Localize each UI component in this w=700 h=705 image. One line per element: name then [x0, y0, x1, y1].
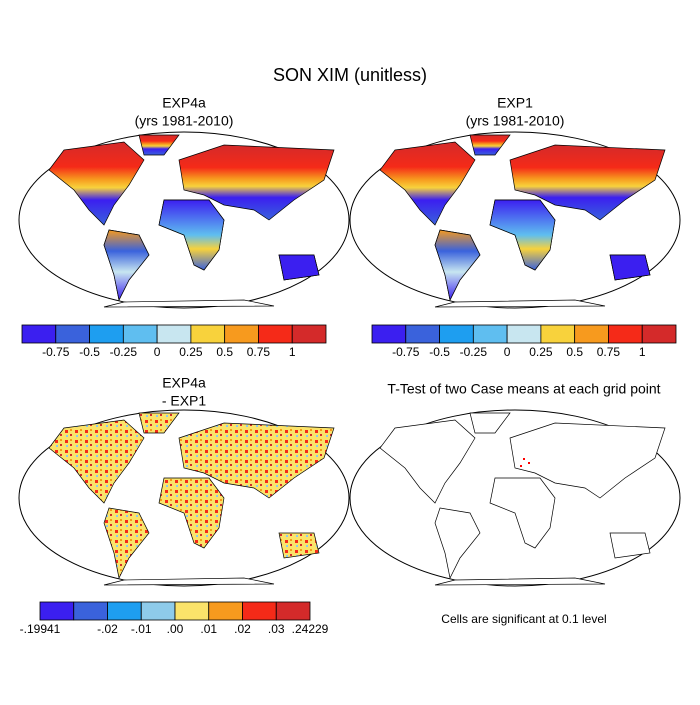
colorbar-box: [405, 324, 440, 344]
land: [379, 134, 666, 308]
colorbar-label: -0.25: [110, 345, 138, 359]
panel-subtitle: - EXP1: [162, 393, 207, 409]
map: [18, 409, 350, 587]
colorbar-label: -.02: [97, 622, 118, 636]
colorbar-label: -0.5: [79, 345, 100, 359]
map: [349, 409, 681, 587]
colorbar-box: [21, 324, 57, 344]
colorbar-box: [506, 324, 542, 344]
map: [349, 131, 681, 309]
colorbar-box: [39, 601, 75, 621]
panel-subtitle: (yrs 1981-2010): [466, 113, 565, 129]
colorbar-box: [89, 324, 124, 344]
colorbar-box: [224, 324, 259, 344]
colorbar-label: 1: [289, 345, 296, 359]
figure-title: SON XIM (unitless): [273, 65, 427, 85]
significant-cells: [520, 458, 530, 467]
panel-title: EXP1: [497, 95, 533, 111]
colorbar-label: -0.75: [392, 345, 420, 359]
colorbar-label: 0.25: [529, 345, 553, 359]
colorbar-box: [122, 324, 158, 344]
colorbar-label: -0.75: [42, 345, 70, 359]
colorbar-box: [73, 601, 108, 621]
colorbar-box: [107, 601, 142, 621]
colorbar-label: -0.5: [429, 345, 450, 359]
colorbar-box: [275, 601, 311, 621]
colorbar-box: [608, 324, 643, 344]
colorbar-label: 0.25: [179, 345, 203, 359]
colorbar-box: [156, 324, 192, 344]
panel-subtitle: (yrs 1981-2010): [135, 113, 234, 129]
colorbar-label: .00: [167, 622, 184, 636]
panel-title: EXP4a: [162, 375, 206, 391]
colorbar-label: 0.75: [597, 345, 621, 359]
panel-title: EXP4a: [162, 95, 206, 111]
colorbar-box: [291, 324, 327, 344]
colorbar-box: [190, 324, 226, 344]
colorbar-box: [574, 324, 609, 344]
colorbar-label: 0: [154, 345, 161, 359]
colorbar-box: [439, 324, 474, 344]
colorbar-box: [641, 324, 677, 344]
colorbar-box: [472, 324, 508, 344]
colorbar-label: 0.5: [566, 345, 583, 359]
colorbar-label: -.01: [131, 622, 152, 636]
colorbar-box: [55, 324, 90, 344]
colorbars: -0.75 -0.5 -0.25 0 0.25 0.5 0.75 1 -0.75 -0.5 -0.2…: [20, 324, 677, 636]
colorbar-box: [208, 601, 243, 621]
colorbar-label: 0.75: [247, 345, 271, 359]
colorbar-label: 0.5: [216, 345, 233, 359]
colorbar-box: [174, 601, 210, 621]
note: Cells are significant at 0.1 level: [441, 612, 606, 626]
colorbar-box: [258, 324, 293, 344]
map: [18, 131, 350, 309]
land: [48, 134, 335, 308]
colorbar-label: .02: [234, 622, 251, 636]
colorbar-box: [140, 601, 176, 621]
colorbar-label: .03: [268, 622, 285, 636]
colorbar-label: 1: [639, 345, 646, 359]
colorbar-label: -.19941: [20, 622, 61, 636]
colorbar-label: 0: [504, 345, 511, 359]
colorbar-box: [540, 324, 576, 344]
colorbar-label: .24229: [292, 622, 329, 636]
panel-title: T-Test of two Case means at each grid po…: [387, 381, 660, 397]
colorbar-label: -0.25: [460, 345, 488, 359]
colorbar-label: .01: [200, 622, 217, 636]
colorbar-box: [242, 601, 277, 621]
colorbar-box: [371, 324, 407, 344]
